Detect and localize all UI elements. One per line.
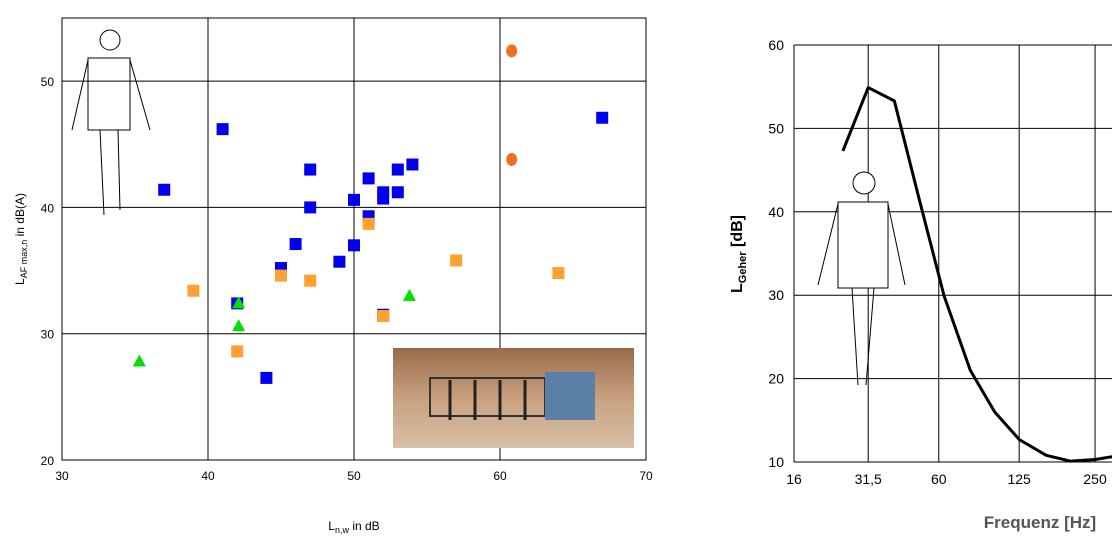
y-tick-label: 30 [768, 287, 784, 303]
y-axis-label: LGeher [dB] [729, 215, 749, 293]
point [391, 186, 404, 199]
y-tick-label: 10 [768, 454, 784, 470]
y-label-suffix: in dB(A) [13, 193, 27, 240]
inset-photo [393, 348, 634, 448]
point [232, 296, 246, 309]
point [506, 44, 518, 58]
x-axis-label: Ln,w in dB [328, 519, 379, 535]
x-tick-label: 60 [493, 469, 507, 483]
y-tick-label: 40 [768, 204, 784, 220]
point [596, 111, 609, 124]
y-tick-label: 30 [41, 328, 55, 342]
point [158, 183, 171, 196]
point [406, 158, 419, 171]
point [348, 239, 360, 252]
y-axis-label: LAF max,n in dB(A) [13, 193, 29, 285]
y-tick-label: 20 [41, 454, 55, 468]
x-tick-label: 31,5 [855, 471, 882, 487]
y-tick-label: 50 [768, 120, 784, 136]
point [187, 284, 200, 297]
x-label-base: L [328, 519, 335, 533]
point [260, 371, 273, 384]
y-tick-label: 50 [41, 75, 55, 89]
walker-icon [817, 171, 906, 386]
x-label-subscript: n,w [335, 525, 350, 535]
walker-icon [71, 29, 151, 216]
x-tick-label: 125 [1007, 471, 1031, 487]
y-label-subscript: Geher [737, 251, 749, 284]
point [377, 310, 390, 323]
point [132, 354, 146, 367]
point [216, 123, 229, 136]
point [304, 201, 317, 214]
line [841, 86, 1112, 463]
point [304, 163, 317, 176]
y-label-base: L [13, 278, 27, 285]
x-label-suffix: in dB [349, 519, 380, 533]
point [289, 238, 302, 251]
point [402, 288, 416, 301]
y-tick-label: 40 [41, 201, 55, 215]
y-label-subscript: AF max,n [19, 240, 29, 279]
point [231, 345, 244, 358]
point [391, 163, 404, 176]
point [362, 217, 375, 230]
point [377, 192, 390, 205]
point [333, 255, 346, 268]
y-tick-label: 20 [768, 371, 784, 387]
x-tick-label: 30 [55, 469, 69, 483]
point [232, 319, 246, 332]
x-tick-label: 250 [1083, 471, 1107, 487]
y-label-suffix: [dB] [729, 215, 746, 251]
point [450, 254, 463, 267]
point [348, 193, 360, 206]
point [304, 274, 317, 287]
y-tick-label: 60 [768, 37, 784, 53]
x-axis-label: Frequenz [Hz] [984, 513, 1096, 532]
y-label-base: L [729, 283, 746, 293]
x-tick-label: 50 [347, 469, 361, 483]
x-tick-label: 60 [931, 471, 947, 487]
point [275, 269, 287, 282]
x-tick-label: 40 [201, 469, 215, 483]
point [506, 152, 518, 166]
point [362, 172, 375, 185]
x-tick-label: 70 [639, 469, 653, 483]
point [552, 267, 565, 280]
x-tick-label: 16 [786, 471, 802, 487]
